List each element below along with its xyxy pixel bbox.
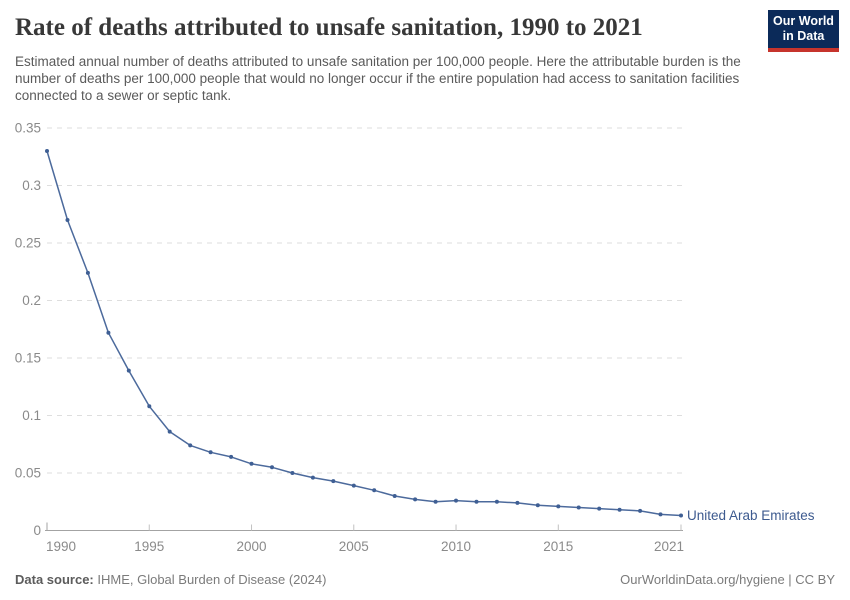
x-tick-label-1995: 1995	[134, 539, 164, 554]
data-point-1994[interactable]	[126, 368, 131, 373]
entity-label[interactable]: United Arab Emirates	[687, 508, 815, 523]
data-point-2006[interactable]	[372, 488, 377, 493]
y-tick-label-0.35: 0.35	[15, 121, 41, 136]
owid-logo-line1: Our World	[773, 14, 834, 28]
data-point-1991[interactable]	[65, 218, 70, 222]
data-point-2012[interactable]	[494, 499, 499, 504]
data-point-2004[interactable]	[331, 479, 336, 484]
data-point-2003[interactable]	[310, 475, 315, 480]
credit-link[interactable]: OurWorldinData.org/hygiene | CC BY	[620, 572, 835, 587]
data-point-2002[interactable]	[290, 471, 295, 475]
data-point-2020[interactable]	[658, 512, 663, 517]
x-tick-label-2015: 2015	[543, 539, 573, 554]
data-point-2001[interactable]	[270, 465, 274, 470]
x-tick-label-2021: 2021	[654, 539, 684, 554]
y-tick-label-0: 0	[33, 523, 41, 538]
y-tick-label-0.05: 0.05	[15, 466, 41, 481]
y-tick-label-0.15: 0.15	[15, 351, 41, 366]
data-point-2019[interactable]	[638, 508, 643, 513]
y-tick-label-0.25: 0.25	[15, 236, 41, 251]
chart-subtitle: Estimated annual number of deaths attrib…	[15, 54, 741, 103]
data-point-1992[interactable]	[85, 270, 90, 275]
chart-title: Rate of deaths attributed to unsafe sani…	[15, 14, 643, 41]
chart-footer: Data source: IHME, Global Burden of Dise…	[15, 572, 835, 587]
data-point-2018[interactable]	[617, 507, 622, 512]
series-line-united-arab-emirates[interactable]	[46, 150, 682, 517]
data-point-2014[interactable]	[535, 503, 540, 508]
data-point-1995[interactable]	[147, 404, 152, 409]
data-point-1997[interactable]	[188, 443, 193, 448]
x-tick-label-2000: 2000	[236, 539, 266, 554]
data-point-1998[interactable]	[208, 450, 213, 455]
x-tick-label-2010: 2010	[441, 539, 471, 554]
y-tick-label-0.1: 0.1	[22, 408, 41, 423]
data-point-2000[interactable]	[249, 461, 254, 466]
data-point-2008[interactable]	[413, 497, 418, 502]
data-point-1999[interactable]	[229, 454, 234, 459]
data-point-2013[interactable]	[515, 500, 520, 505]
data-point-2015[interactable]	[556, 504, 561, 509]
data-point-2009[interactable]	[433, 499, 438, 504]
x-tick-label-2005: 2005	[339, 539, 369, 554]
data-point-1990[interactable]	[45, 149, 49, 153]
data-source: Data source: IHME, Global Burden of Dise…	[15, 572, 326, 587]
x-tick-label-1990: 1990	[46, 539, 76, 554]
data-point-1996[interactable]	[167, 429, 172, 434]
data-source-value: IHME, Global Burden of Disease (2024)	[93, 572, 327, 587]
data-point-2010[interactable]	[454, 498, 458, 503]
data-point-2007[interactable]	[392, 494, 397, 498]
y-tick-label-0.2: 0.2	[22, 293, 41, 308]
data-point-2005[interactable]	[351, 483, 356, 488]
data-source-label: Data source:	[15, 572, 94, 587]
owid-logo[interactable]: Our World in Data	[768, 10, 839, 52]
data-point-1993[interactable]	[106, 330, 111, 335]
owid-logo-line2: in Data	[782, 29, 825, 43]
data-point-2017[interactable]	[597, 506, 602, 511]
data-point-2011[interactable]	[474, 499, 479, 504]
data-point-2021[interactable]	[679, 513, 683, 518]
y-tick-label-0.3: 0.3	[22, 178, 41, 193]
data-point-2016[interactable]	[576, 505, 581, 510]
